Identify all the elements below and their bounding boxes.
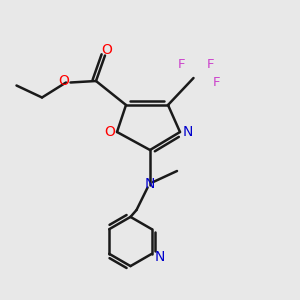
Text: N: N <box>145 178 155 191</box>
Text: N: N <box>182 125 193 139</box>
Text: F: F <box>178 58 185 71</box>
Text: O: O <box>58 74 69 88</box>
Text: O: O <box>101 43 112 56</box>
Text: F: F <box>212 76 220 89</box>
Text: N: N <box>155 250 165 264</box>
Text: F: F <box>206 58 214 71</box>
Text: O: O <box>104 125 115 139</box>
